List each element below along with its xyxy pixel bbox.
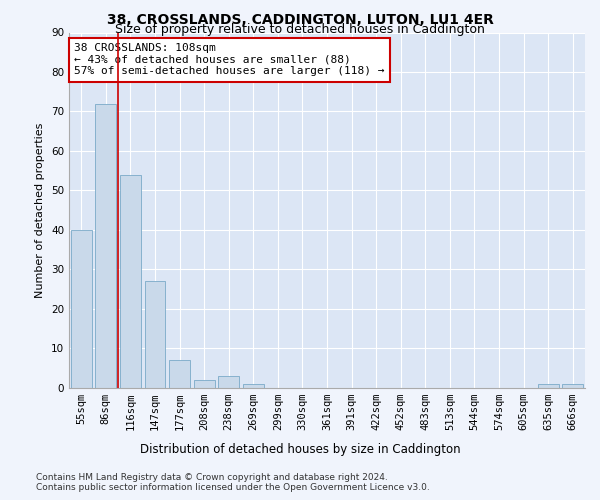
Text: Size of property relative to detached houses in Caddington: Size of property relative to detached ho… — [115, 24, 485, 36]
Bar — [169, 360, 190, 388]
Text: 38 CROSSLANDS: 108sqm
← 43% of detached houses are smaller (88)
57% of semi-deta: 38 CROSSLANDS: 108sqm ← 43% of detached … — [74, 43, 385, 76]
Bar — [538, 384, 559, 388]
Bar — [562, 384, 583, 388]
Text: Contains public sector information licensed under the Open Government Licence v3: Contains public sector information licen… — [36, 482, 430, 492]
Bar — [194, 380, 215, 388]
Bar — [95, 104, 116, 388]
Bar — [243, 384, 264, 388]
Y-axis label: Number of detached properties: Number of detached properties — [35, 122, 46, 298]
Bar — [218, 376, 239, 388]
Bar — [120, 174, 141, 388]
Bar — [145, 281, 166, 388]
Text: Distribution of detached houses by size in Caddington: Distribution of detached houses by size … — [140, 442, 460, 456]
Text: 38, CROSSLANDS, CADDINGTON, LUTON, LU1 4ER: 38, CROSSLANDS, CADDINGTON, LUTON, LU1 4… — [107, 12, 493, 26]
Bar — [71, 230, 92, 388]
Text: Contains HM Land Registry data © Crown copyright and database right 2024.: Contains HM Land Registry data © Crown c… — [36, 472, 388, 482]
